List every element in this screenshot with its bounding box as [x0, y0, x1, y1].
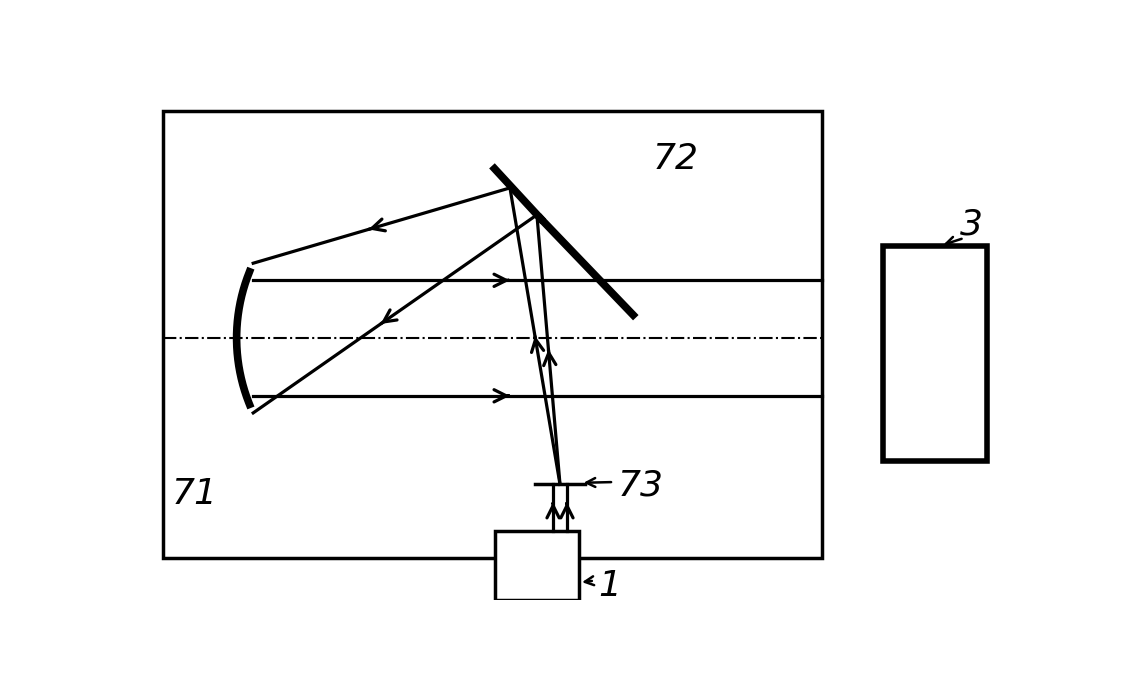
Text: 1: 1 [598, 569, 622, 603]
Bar [883, 245, 987, 461]
Text: 71: 71 [171, 477, 217, 511]
Text: 72: 72 [653, 142, 699, 176]
Text: 73: 73 [618, 469, 664, 503]
Bar [164, 111, 822, 557]
Bar [494, 530, 579, 600]
Text: 3: 3 [960, 207, 983, 241]
